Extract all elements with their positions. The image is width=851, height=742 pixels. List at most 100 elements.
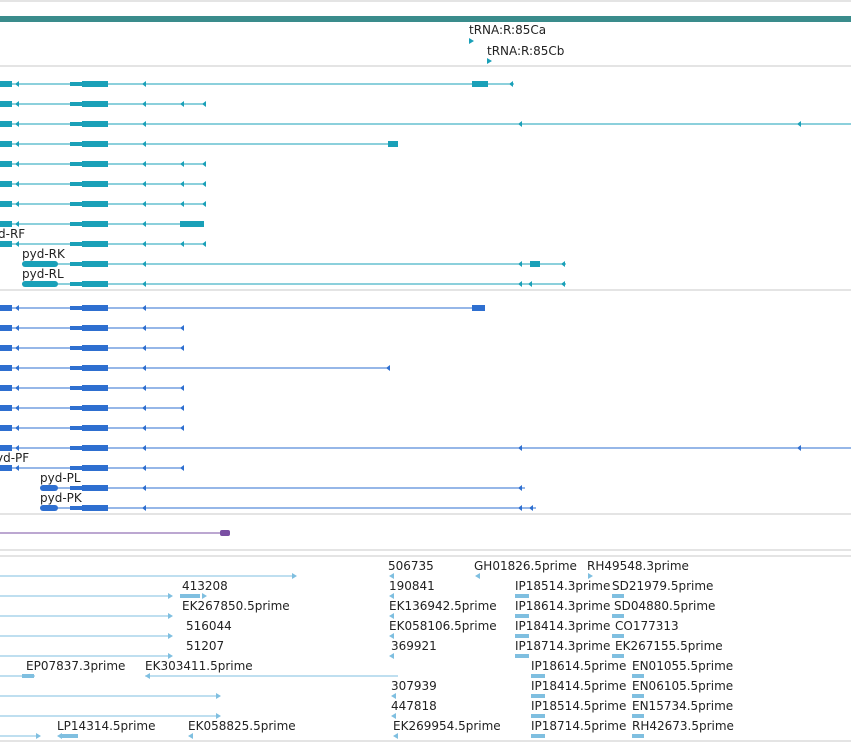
est-arrow[interactable] — [168, 653, 173, 659]
est-arrow[interactable] — [393, 733, 398, 739]
est-arrow[interactable] — [389, 573, 394, 579]
exon-block[interactable] — [70, 426, 82, 430]
exon-block[interactable] — [70, 306, 82, 310]
exon-block[interactable] — [0, 121, 12, 127]
est-arrow[interactable] — [145, 673, 150, 679]
exon-block[interactable] — [70, 466, 82, 470]
est-arrow[interactable] — [475, 573, 480, 579]
est-block[interactable] — [22, 674, 34, 678]
exon-block[interactable] — [70, 102, 82, 106]
exon-block[interactable] — [82, 465, 108, 471]
exon-block[interactable] — [70, 366, 82, 370]
exon-block[interactable] — [82, 405, 108, 411]
est-arrow[interactable] — [216, 693, 221, 699]
exon-block[interactable] — [70, 162, 82, 166]
exon-block[interactable] — [70, 242, 82, 246]
est-arrow[interactable] — [168, 593, 173, 599]
est-arrow[interactable] — [588, 573, 593, 579]
exon-block[interactable] — [82, 505, 108, 511]
est-block[interactable] — [531, 694, 545, 698]
exon-block[interactable] — [180, 221, 204, 227]
exon-block[interactable] — [388, 141, 398, 147]
exon-block[interactable] — [82, 241, 108, 247]
exon-block[interactable] — [82, 101, 108, 107]
est-arrow[interactable] — [168, 613, 173, 619]
exon-block[interactable] — [0, 465, 12, 471]
exon-block[interactable] — [82, 181, 108, 187]
exon-block[interactable] — [0, 365, 12, 371]
est-arrow[interactable] — [389, 593, 394, 599]
exon-block[interactable] — [82, 485, 108, 491]
est-block[interactable] — [531, 674, 545, 678]
exon-block[interactable] — [0, 161, 12, 167]
exon-block[interactable] — [0, 385, 12, 391]
est-block[interactable] — [612, 654, 624, 658]
exon-block[interactable] — [0, 305, 12, 311]
exon-block[interactable] — [82, 425, 108, 431]
exon-block[interactable] — [70, 202, 82, 206]
est-block[interactable] — [632, 694, 644, 698]
est-arrow[interactable] — [389, 653, 394, 659]
exon-block[interactable] — [0, 141, 12, 147]
exon-block[interactable] — [82, 261, 108, 267]
exon-block[interactable] — [0, 221, 12, 227]
est-block[interactable] — [612, 634, 624, 638]
exon-block[interactable] — [82, 305, 108, 311]
est-arrow[interactable] — [389, 613, 394, 619]
est-block[interactable] — [180, 594, 200, 598]
exon-block[interactable] — [70, 326, 82, 330]
exon-block[interactable] — [70, 282, 82, 286]
est-block[interactable] — [531, 714, 545, 718]
est-arrow[interactable] — [391, 693, 396, 699]
est-arrow[interactable] — [216, 713, 221, 719]
est-block[interactable] — [515, 614, 529, 618]
exon-block[interactable] — [0, 81, 12, 87]
est-arrow[interactable] — [292, 573, 297, 579]
exon-block[interactable] — [82, 221, 108, 227]
exon-block[interactable] — [0, 241, 12, 247]
exon-block[interactable] — [82, 81, 108, 87]
est-block[interactable] — [515, 654, 529, 658]
est-block[interactable] — [612, 594, 624, 598]
exon-block[interactable] — [40, 485, 58, 491]
est-arrow[interactable] — [168, 633, 173, 639]
exon-block[interactable] — [82, 141, 108, 147]
exon-block[interactable] — [70, 122, 82, 126]
est-block[interactable] — [515, 634, 529, 638]
est-block[interactable] — [531, 734, 545, 738]
exon-block[interactable] — [82, 161, 108, 167]
est-arrow[interactable] — [391, 713, 396, 719]
exon-block[interactable] — [82, 385, 108, 391]
exon-block[interactable] — [70, 386, 82, 390]
est-block[interactable] — [632, 674, 644, 678]
est-arrow[interactable] — [188, 733, 193, 739]
exon-block[interactable] — [472, 81, 488, 87]
exon-block[interactable] — [70, 486, 82, 490]
exon-block[interactable] — [0, 101, 12, 107]
exon-block[interactable] — [82, 445, 108, 451]
est-block[interactable] — [632, 734, 644, 738]
exon-block[interactable] — [40, 505, 58, 511]
gene-bar[interactable] — [0, 16, 851, 22]
exon-block[interactable] — [70, 82, 82, 86]
trna-feature[interactable] — [487, 58, 492, 64]
purple-feature-block[interactable] — [220, 530, 230, 536]
est-arrow[interactable] — [57, 733, 62, 739]
exon-block[interactable] — [0, 201, 12, 207]
exon-block[interactable] — [472, 305, 485, 311]
exon-block[interactable] — [0, 181, 12, 187]
exon-block[interactable] — [70, 446, 82, 450]
est-block[interactable] — [62, 734, 78, 738]
exon-block[interactable] — [530, 261, 540, 267]
exon-block[interactable] — [70, 182, 82, 186]
exon-block[interactable] — [0, 325, 12, 331]
exon-block[interactable] — [70, 262, 82, 266]
exon-block[interactable] — [70, 346, 82, 350]
exon-block[interactable] — [82, 325, 108, 331]
est-arrow[interactable] — [389, 633, 394, 639]
exon-block[interactable] — [82, 121, 108, 127]
est-block[interactable] — [612, 614, 624, 618]
exon-block[interactable] — [70, 506, 82, 510]
exon-block[interactable] — [70, 406, 82, 410]
exon-block[interactable] — [22, 261, 58, 267]
